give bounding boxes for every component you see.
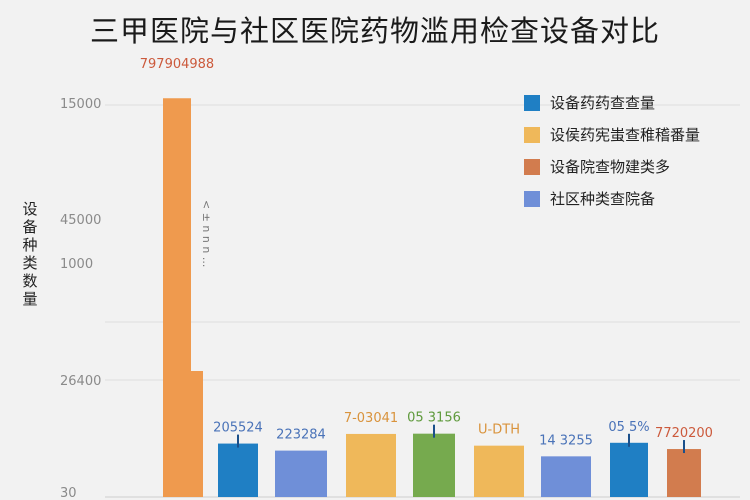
bar (541, 456, 591, 497)
bar (474, 445, 524, 497)
bar (275, 450, 327, 497)
bar-data-label: 7720200 (655, 426, 713, 441)
bar-data-label: U-DTH (478, 423, 520, 438)
bar-data-label: 205524 (213, 421, 263, 436)
bar-data-label: 223284 (276, 428, 326, 443)
legend-label: 社区种类查院备 (550, 190, 655, 208)
y-tick-label: 1000 (60, 257, 93, 272)
legend-label: 设侯药宪蚩查稚稽番量 (550, 126, 700, 144)
legend-swatch (524, 127, 540, 143)
bar-annotation: < ± n n n ... (200, 200, 213, 267)
legend-label: 设备药药查查量 (550, 94, 655, 112)
legend-swatch (524, 191, 540, 207)
y-axis-label: 设备种类数量 (22, 200, 38, 308)
legend-swatch (524, 95, 540, 111)
bar-data-label: 05 5% (608, 420, 649, 435)
legend-label: 设备院查物建类多 (550, 158, 670, 176)
chart-title: 三甲医院与社区医院药物滥用检查设备对比 (89, 14, 660, 48)
y-tick-label: 15000 (60, 97, 101, 112)
bar (413, 433, 455, 497)
y-tick-label: 45000 (60, 213, 101, 228)
bar-data-label: 05 3156 (407, 411, 461, 426)
bar-data-label: 7-03041 (344, 411, 398, 426)
legend-swatch (524, 159, 540, 175)
bar (218, 443, 258, 497)
y-tick-label: 26400 (60, 374, 101, 389)
y-tick-label: 30 (60, 486, 77, 500)
bar (346, 433, 396, 497)
bar (610, 442, 648, 497)
bar (163, 98, 191, 498)
bar (667, 449, 701, 497)
bar-data-label: 14 3255 (539, 433, 593, 448)
bar-data-label: 797904988 (140, 57, 214, 72)
bar-step (189, 371, 203, 497)
